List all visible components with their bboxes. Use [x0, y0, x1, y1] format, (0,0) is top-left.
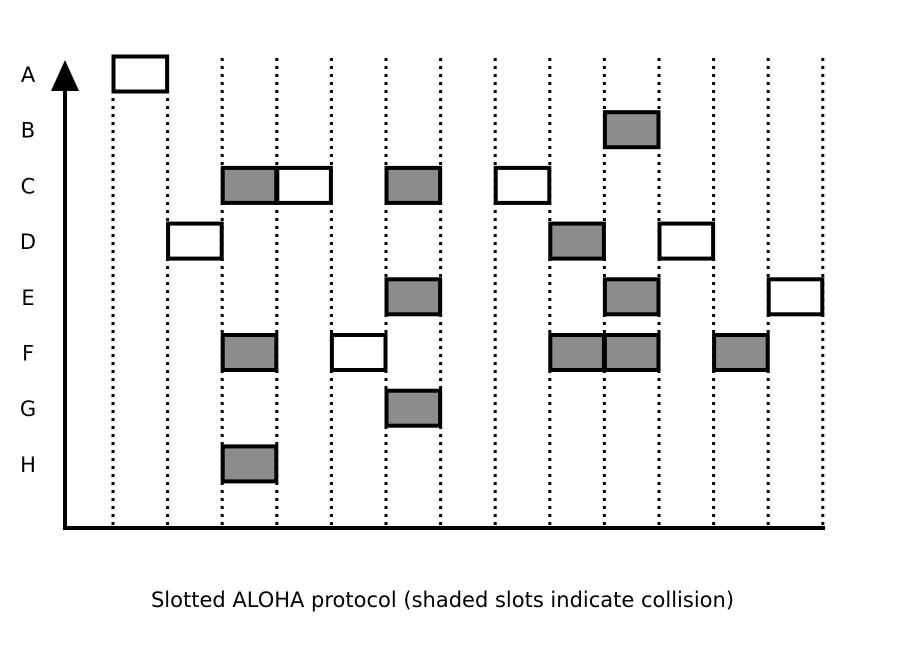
diagram-caption: Slotted ALOHA protocol (shaded slots ind… [150, 588, 735, 612]
station-label-g: G [20, 397, 36, 421]
successful-slot-d-1 [166, 221, 224, 261]
successful-slot-a-0 [111, 54, 170, 94]
station-label-h: H [20, 453, 36, 477]
station-labels: A B C D E F G H [20, 63, 36, 477]
collision-slot-f-8 [548, 333, 606, 372]
successful-slot-c-3 [275, 165, 333, 205]
collision-slot-c-5 [384, 165, 443, 205]
collision-slot-e-5 [384, 277, 443, 317]
transmission-boxes [111, 54, 825, 484]
collision-slot-h-2 [220, 444, 279, 484]
collision-slot-g-5 [384, 388, 443, 428]
successful-slot-c-7 [493, 165, 552, 205]
axes [51, 60, 825, 530]
station-label-b: B [21, 119, 35, 143]
collision-slot-f-11 [712, 333, 770, 372]
station-label-e: E [21, 286, 34, 310]
station-label-f: F [22, 342, 34, 366]
collision-slot-c-2 [220, 165, 279, 205]
station-label-d: D [20, 230, 36, 254]
collision-slot-d-8 [548, 221, 606, 261]
collision-slot-f-2 [220, 333, 279, 372]
collision-slot-b-9 [602, 110, 661, 150]
successful-slot-f-4 [329, 333, 388, 372]
successful-slot-e-12 [766, 277, 825, 317]
collision-slot-f-9 [602, 333, 661, 372]
y-axis-arrowhead [51, 60, 79, 91]
collision-slot-e-9 [602, 277, 661, 317]
station-label-c: C [21, 174, 36, 198]
successful-slot-d-10 [657, 221, 716, 261]
station-label-a: A [21, 63, 36, 87]
slot-boundaries [111, 58, 825, 526]
